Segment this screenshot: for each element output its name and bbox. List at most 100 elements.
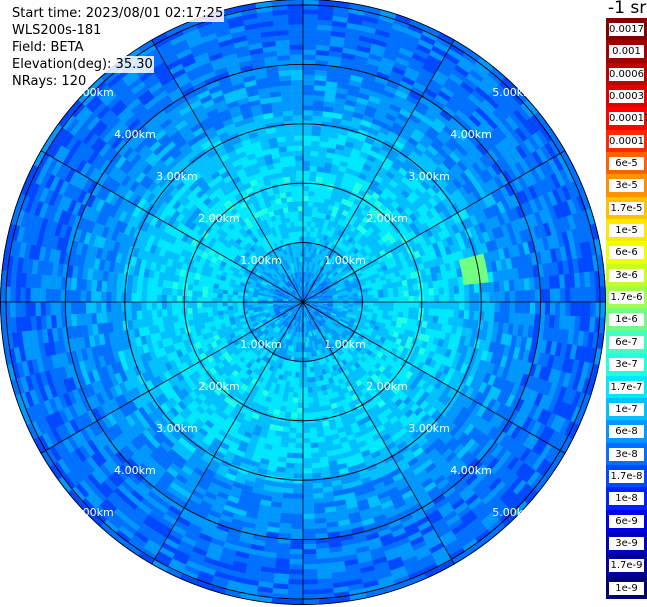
radar-gate-cell (392, 311, 399, 318)
radar-gate-cell (288, 569, 304, 575)
radar-gate-cell (403, 290, 410, 297)
radar-gate-cell (565, 287, 571, 303)
radar-gate-cell (479, 301, 485, 312)
radar-gate-cell (555, 288, 561, 303)
radar-gate-cell (293, 478, 304, 484)
radar-gate-cell (291, 518, 304, 525)
radar-gate-cell (313, 100, 325, 107)
radar-gate-cell (302, 412, 310, 419)
radar-gate-cell (287, 391, 294, 398)
radar-gate-cell (524, 301, 531, 315)
radar-gate-cell (534, 301, 541, 315)
radar-gate-cell (287, 396, 294, 403)
radar-gate-cell (302, 372, 308, 378)
radar-gate-cell (590, 286, 597, 303)
radar-gate-cell (459, 301, 465, 311)
radar-gate-cell (353, 298, 359, 303)
radar-gate-cell (397, 286, 404, 293)
radar-gate-cell (372, 289, 379, 295)
radar-gate-cell (433, 301, 440, 310)
radar-gate-cell (309, 366, 315, 373)
radar-gate-cell (302, 559, 317, 565)
radar-gate-cell (288, 437, 297, 444)
radar-gate-cell (302, 89, 315, 96)
radar-gate-cell (292, 503, 304, 510)
radar-gate-cell (282, 487, 294, 494)
radar-gate-cell (313, 502, 325, 509)
radar-gate-cell (307, 392, 314, 398)
radar-gate-cell (383, 292, 389, 298)
radar-gate-cell (283, 421, 291, 428)
radar-gate-cell (302, 29, 318, 35)
radar-gate-cell (498, 280, 505, 292)
radar-gate-cell (544, 301, 551, 316)
radar-gate-cell (484, 292, 491, 303)
radar-gate-cell (302, 175, 310, 182)
radar-gate-cell (402, 285, 409, 292)
radar-gate-cell (438, 287, 445, 296)
radar-gate-cell (469, 301, 475, 312)
radar-gate-cell (302, 422, 310, 429)
radar-gate-cell (302, 438, 311, 444)
radar-gate-cell (302, 443, 311, 449)
radar-gate-cell (302, 99, 314, 106)
radar-gate-cell (474, 292, 480, 303)
radar-gate-cell (302, 518, 315, 525)
radar-gate-cell (302, 387, 308, 394)
radar-gate-cell (312, 120, 323, 127)
radar-gate-cell (294, 377, 300, 383)
radar-gate-cell (310, 452, 320, 459)
radar-gate-cell (299, 352, 304, 358)
radar-gate-cell (281, 497, 293, 504)
radar-gate-cell (585, 286, 592, 303)
radar-gate-cell (403, 301, 410, 308)
radar-gate-cell (305, 352, 309, 358)
radar-gate-cell (302, 109, 314, 116)
radar-gate-cell (408, 301, 415, 308)
radar-gate-cell (393, 296, 400, 303)
radar-gate-cell (307, 206, 314, 212)
radar-gate-cell (309, 427, 317, 434)
radar-gate-cell (307, 382, 313, 388)
radar-gate-cell (302, 473, 313, 479)
radar-gate-cell (297, 392, 304, 399)
radar-gate-cell (302, 367, 307, 373)
radar-gate-cell (307, 211, 313, 217)
radar-gate-cell (311, 130, 322, 137)
radar-gate-cell (438, 308, 445, 317)
radar-gate-cell (312, 391, 319, 398)
radar-gate-cell (408, 307, 415, 314)
radar-gate-cell (454, 301, 460, 311)
radar-gate-cell (302, 195, 309, 202)
radar-gate-cell (373, 305, 379, 311)
radar-gate-cell (302, 523, 316, 530)
radar-gate-cell (302, 19, 318, 25)
radar-gate-cell (468, 283, 475, 294)
radar-gate-cell (282, 492, 294, 499)
radar-gate-cell (310, 150, 320, 157)
radar-gate-cell (302, 392, 309, 399)
radar-gate-cell (454, 293, 460, 303)
radar-gate-cell (288, 579, 304, 585)
radar-gate-cell (302, 13, 319, 20)
radar-gate-cell (478, 311, 485, 322)
radar-gate-cell (309, 170, 317, 177)
radar-gate-cell (448, 285, 455, 295)
radar-gate-cell (302, 215, 308, 222)
radar-gate-cell (387, 287, 394, 294)
radar-gate-cell (428, 294, 435, 303)
radar-gate-cell (302, 427, 311, 434)
radar-gate-cell (302, 397, 309, 404)
radar-gate-cell (302, 488, 314, 495)
radar-gate-cell (363, 294, 369, 299)
radar-gate-cell (302, 49, 317, 56)
radar-gate-cell (449, 301, 455, 311)
radar-gate-cell (302, 200, 309, 207)
radar-gate-cell (293, 483, 304, 490)
radar-gate-cell (287, 442, 296, 449)
radar-gate-cell (291, 402, 298, 409)
radar-gate-cell (313, 196, 320, 203)
radar-gate-cell (292, 488, 304, 495)
radar-gate-cell (311, 386, 318, 393)
radar-gate-cell (297, 402, 304, 409)
